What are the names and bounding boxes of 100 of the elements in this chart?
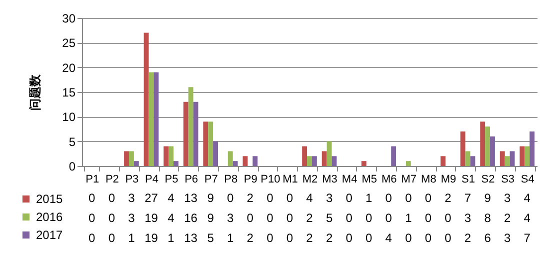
bar: [490, 136, 495, 166]
y-tick-label: 15: [62, 86, 76, 100]
data-label: 0: [88, 211, 96, 225]
bar: [510, 151, 515, 166]
bar: [302, 146, 308, 166]
data-label: 0: [424, 211, 432, 225]
bar: [213, 141, 218, 166]
bar: [470, 156, 476, 166]
bar: [173, 161, 178, 166]
x-tick-label: P10: [260, 174, 280, 186]
bar: [164, 146, 169, 166]
data-label: 27: [144, 191, 158, 205]
data-label: 0: [366, 231, 373, 245]
data-label: 0: [227, 191, 234, 205]
bar: [232, 161, 238, 166]
data-label: 6: [484, 231, 492, 245]
data-label: 2: [464, 231, 472, 245]
data-label: 0: [246, 211, 254, 225]
x-tick-label: S1: [462, 174, 475, 186]
bar: [154, 72, 159, 166]
x-tick-label: M3: [322, 174, 338, 186]
x-tick-label: P5: [164, 174, 178, 186]
bar: [252, 156, 258, 166]
bar: [530, 131, 535, 166]
data-label: 3: [128, 191, 136, 205]
x-tick-label: M1: [282, 174, 298, 186]
x-tick-label: P7: [204, 174, 218, 186]
x-tick-label: P9: [244, 174, 258, 186]
bar: [124, 151, 129, 166]
data-label: 1: [366, 191, 373, 205]
data-label: 2: [246, 231, 254, 245]
data-label: 0: [108, 231, 116, 245]
bar: [188, 87, 194, 166]
x-tick-label: P6: [184, 174, 198, 186]
data-label: 7: [464, 191, 472, 205]
data-label: 0: [405, 191, 412, 205]
data-label: 3: [464, 211, 472, 225]
bar: [440, 156, 446, 166]
data-label: 5: [207, 231, 214, 245]
bar: [168, 146, 174, 166]
data-label: 19: [144, 231, 158, 245]
data-label: 13: [184, 231, 198, 245]
legend-label: 2017: [36, 228, 64, 242]
data-label: 0: [346, 211, 353, 225]
bar: [242, 156, 248, 166]
data-label: 4: [524, 191, 531, 205]
data-label: 0: [424, 191, 432, 205]
bar: [208, 122, 214, 166]
x-tick-label: S2: [481, 174, 495, 186]
data-label: 0: [405, 231, 412, 245]
x-tick-label: M5: [362, 174, 377, 186]
x-tick-label: P2: [105, 174, 119, 186]
y-tick-label: 0: [68, 160, 76, 174]
data-label: 1: [227, 231, 234, 245]
data-label: 5: [326, 211, 333, 225]
data-label: 3: [504, 231, 511, 245]
data-label: 0: [366, 211, 373, 225]
data-label: 0: [346, 191, 353, 205]
data-label: 0: [266, 231, 274, 245]
data-label: 4: [306, 191, 314, 205]
data-label: 3: [227, 211, 234, 225]
data-label: 3: [128, 211, 136, 225]
y-tick-label: 20: [62, 60, 76, 75]
data-label: 19: [144, 211, 158, 225]
x-tick-label: P1: [86, 174, 100, 186]
bar: [332, 156, 337, 166]
bar: [480, 122, 486, 166]
data-label: 0: [385, 211, 392, 225]
x-tick-label: M2: [302, 174, 318, 186]
y-axis-title: 问题数: [28, 74, 42, 110]
x-tick-label: M6: [381, 174, 397, 186]
data-label: 0: [108, 191, 116, 205]
bar: [312, 156, 317, 166]
x-tick-label: P8: [224, 174, 238, 186]
bar: [326, 141, 332, 166]
x-tick-label: M9: [440, 174, 456, 186]
bar: [228, 151, 233, 166]
x-tick-label: P3: [125, 174, 139, 186]
data-label: 0: [108, 211, 116, 225]
x-tick-label: P4: [145, 174, 158, 186]
data-label: 13: [184, 191, 198, 205]
data-label: 4: [524, 211, 531, 225]
y-tick-label: 30: [62, 12, 76, 26]
data-label: 0: [385, 191, 392, 205]
data-label: 2: [306, 211, 314, 225]
data-label: 2: [306, 231, 314, 245]
bar: [128, 151, 134, 166]
data-label: 2: [444, 191, 452, 205]
data-label: 4: [385, 231, 392, 245]
bar: [520, 146, 525, 166]
x-tick-label: S4: [520, 174, 534, 186]
legend-label: 2016: [36, 210, 64, 224]
data-label: 3: [504, 191, 511, 205]
x-tick-label: M7: [401, 174, 417, 186]
data-label: 0: [444, 211, 452, 225]
data-label: 0: [88, 231, 96, 245]
bar: [322, 151, 327, 166]
bar: [307, 156, 312, 166]
bar: [406, 161, 411, 166]
bar: [500, 151, 505, 166]
